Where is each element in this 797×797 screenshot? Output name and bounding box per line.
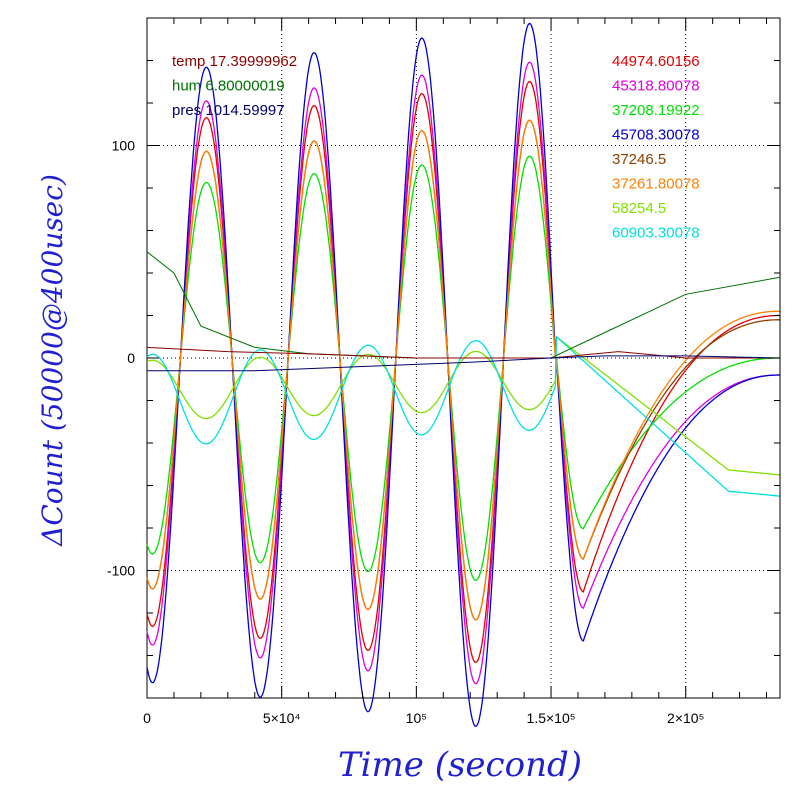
y-tick-label: -100	[107, 563, 135, 579]
series-line	[146, 335, 780, 497]
x-tick-label: 10⁵	[406, 710, 427, 726]
legend-group: 44974.60156 45318.80078 37208.19922 45708.3…	[612, 53, 700, 242]
ticks-group: 0 5×10⁴ 10⁵ 1.5×10⁵ 2×10⁵ -100 0 100	[107, 17, 780, 726]
env-series-line	[146, 346, 780, 359]
legend-entry: 45318.80078	[612, 78, 700, 95]
x-tick-label: 2×10⁵	[667, 710, 704, 726]
legend-entry: 37246.5	[612, 151, 666, 168]
env-series-line	[147, 355, 781, 372]
series-line	[146, 119, 780, 621]
series-group	[146, 22, 780, 728]
legend-entry: 45708.30078	[612, 127, 700, 144]
y-axis-title: ΔCount (50000@400usec)	[36, 174, 69, 547]
legend-entry: 60903.30078	[612, 225, 700, 242]
legend-entry: 58254.5	[612, 200, 666, 217]
legend-entry: 37208.19922	[612, 102, 700, 119]
info-legend-entry: pres 1014.59997	[172, 102, 285, 119]
env-series-group	[146, 251, 781, 372]
info-legend-entry: hum 6.80000019	[172, 78, 285, 95]
x-tick-label: 1.5×10⁵	[527, 710, 576, 726]
info-legend-entry: temp 17.39999962	[172, 53, 297, 70]
legend-entry: 37261.80078	[612, 176, 700, 193]
y-tick-label: 100	[112, 138, 136, 154]
x-axis-title: Time (second)	[338, 745, 582, 785]
series-line	[146, 61, 780, 685]
series-line	[146, 119, 780, 621]
info-legend-group: temp 17.39999962 hum 6.80000019 pres 1014.…	[172, 53, 297, 119]
x-tick-label: 0	[143, 710, 151, 726]
legend-entry: 44974.60156	[612, 53, 700, 70]
series-line	[146, 155, 780, 582]
y-tick-label: 0	[127, 350, 135, 366]
series-line	[146, 335, 780, 476]
series-line	[146, 80, 780, 664]
x-tick-label: 5×10⁴	[263, 710, 301, 726]
env-series-line	[146, 251, 781, 359]
